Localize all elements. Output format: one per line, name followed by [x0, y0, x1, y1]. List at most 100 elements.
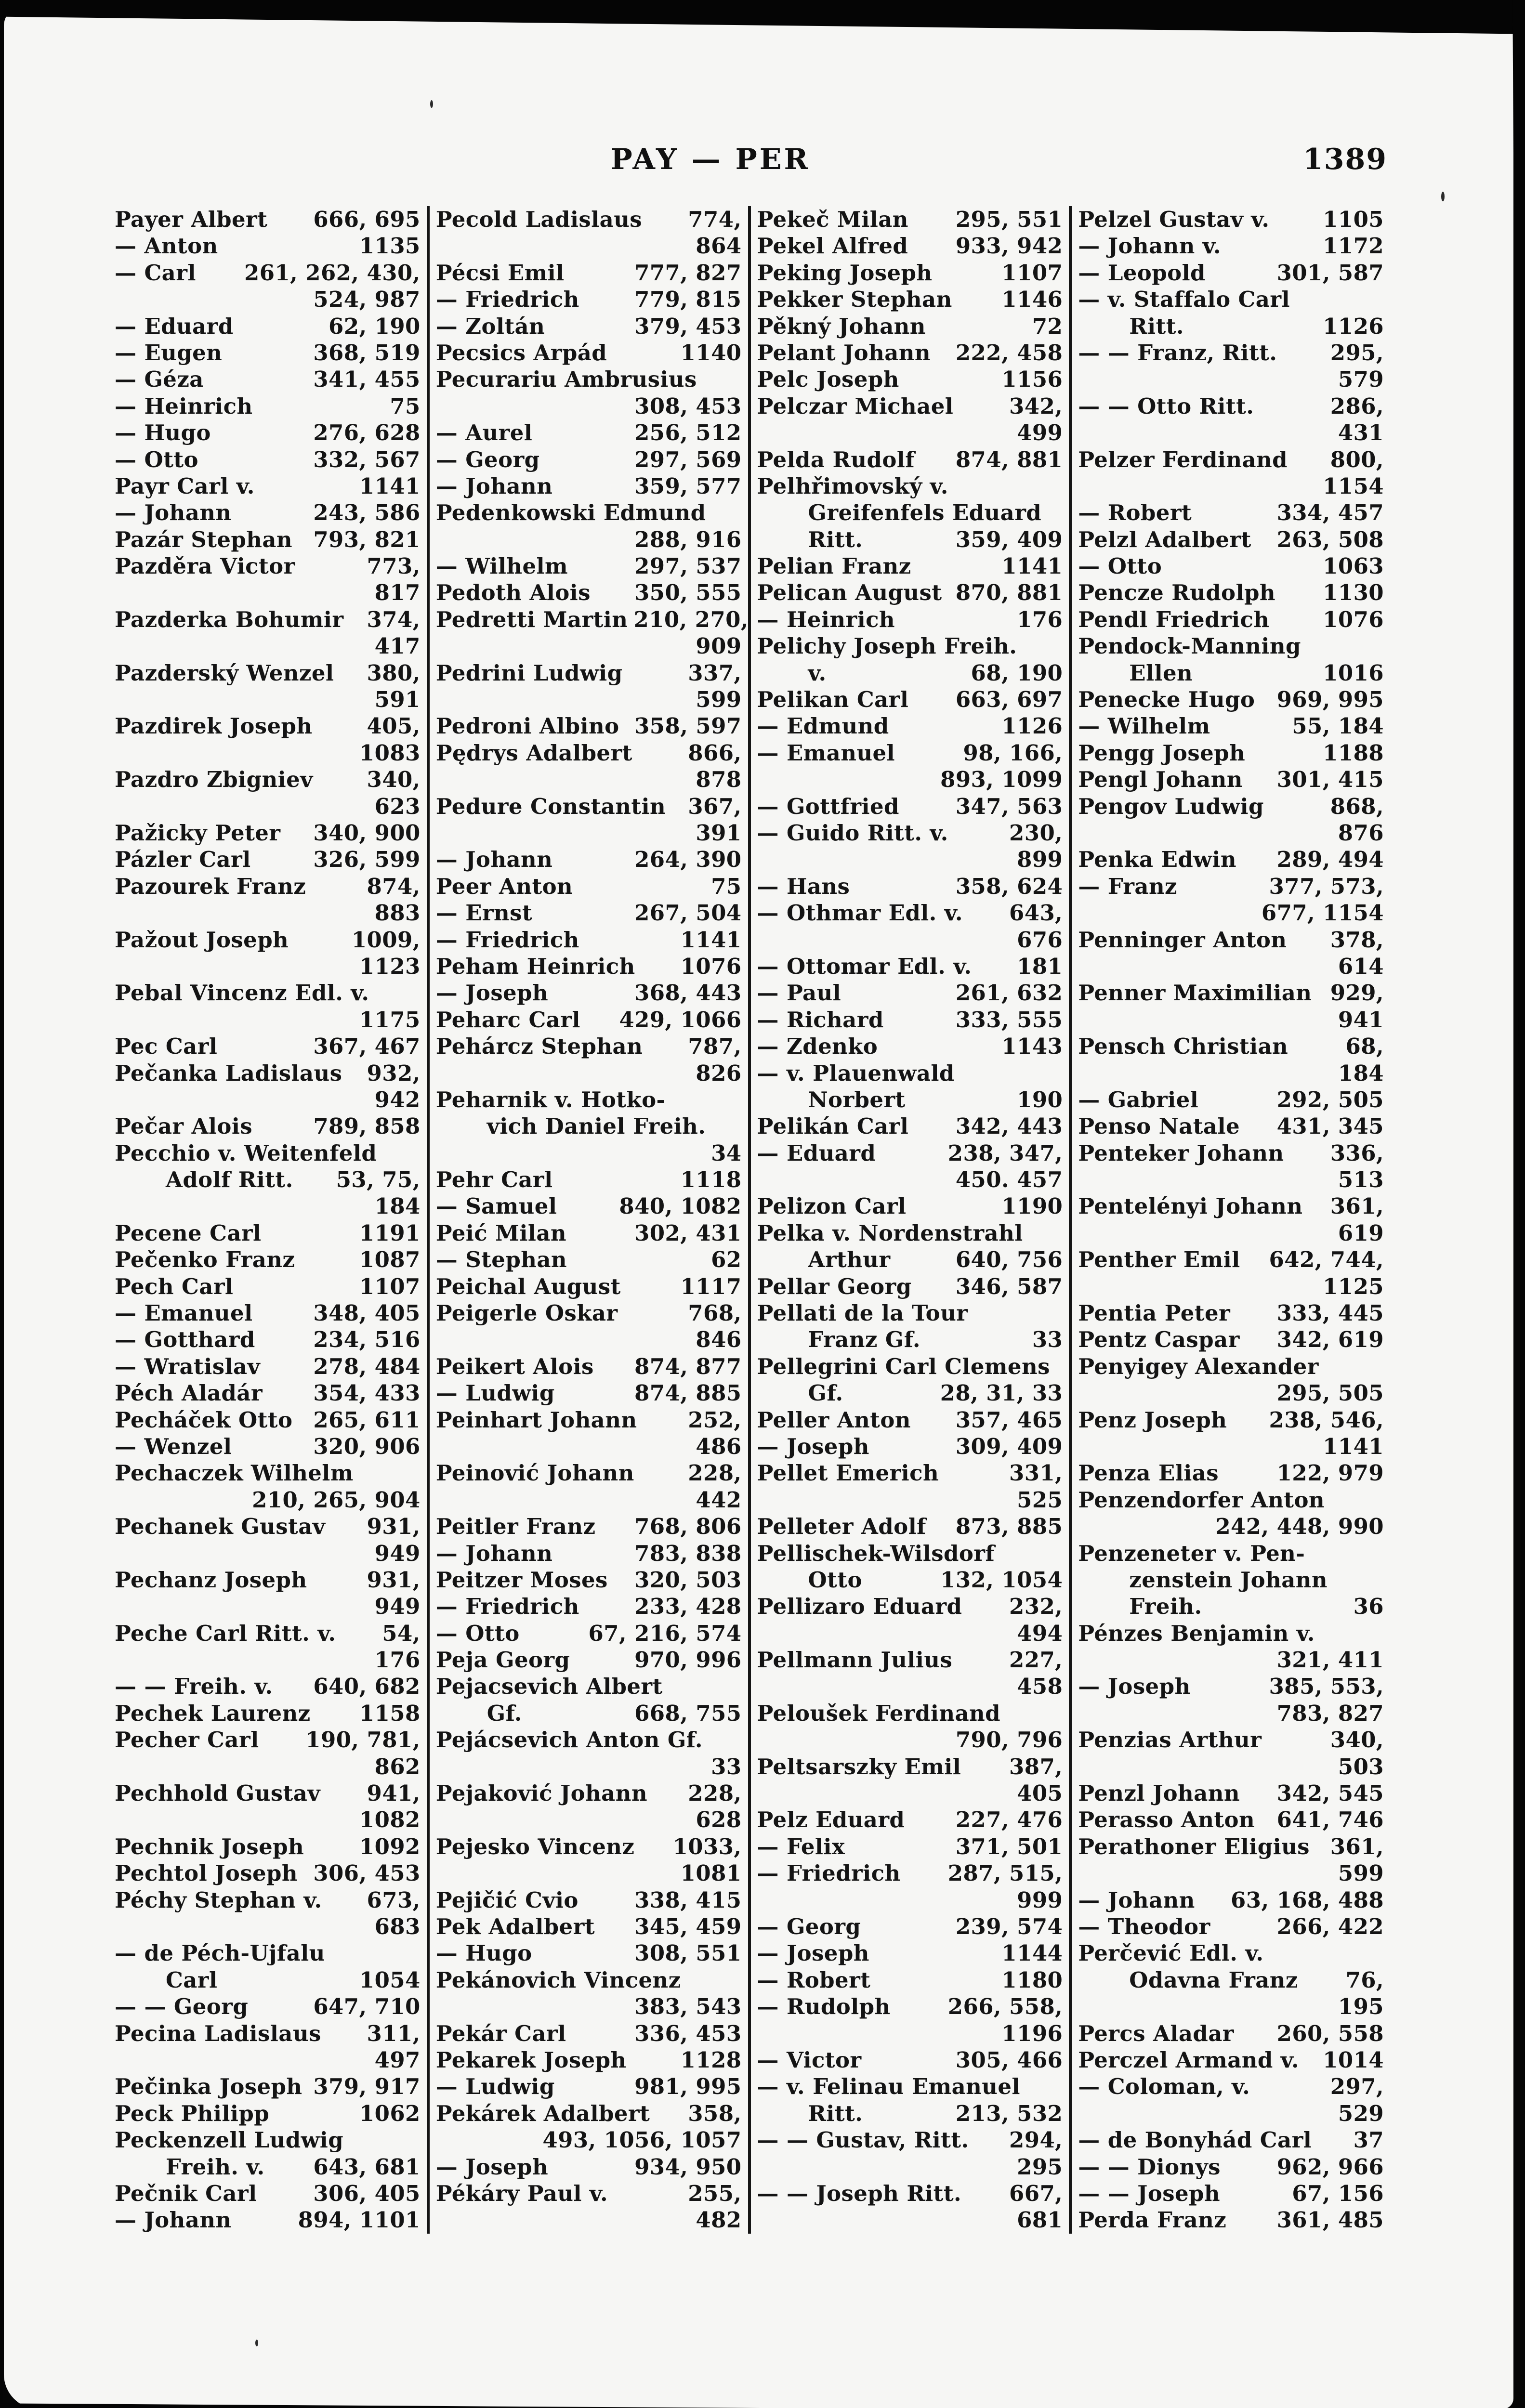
entry-name: — Coloman, v.	[1078, 2074, 1250, 2100]
entry-pages: 1062	[359, 2100, 421, 2126]
index-line: — Joseph 385, 553,	[1078, 1673, 1384, 1700]
entry-name: Adolf Ritt.	[166, 1167, 293, 1193]
index-line: Pengg Joseph 1188	[1078, 740, 1384, 766]
entry-name: Pecurariu Ambrusius	[435, 366, 697, 393]
entry-pages: 1130	[1323, 580, 1384, 606]
entry-pages: 1014	[1323, 2047, 1384, 2073]
entry-pages: 195	[1338, 1994, 1384, 2020]
index-line: Perda Franz 361, 485	[1078, 2207, 1384, 2233]
index-line: Pedure Constantin 367,	[436, 793, 742, 820]
entry-name: Pechnik Joseph	[115, 1833, 304, 1859]
entry-pages: 371, 501	[955, 1833, 1063, 1859]
entry-pages: 334, 457	[1276, 500, 1384, 526]
index-line: — Otto 67, 216, 574	[436, 1620, 742, 1647]
entry-pages: 359, 577	[634, 473, 742, 499]
entry-pages: 442	[696, 1487, 742, 1513]
entry-pages: 643, 681	[313, 2154, 421, 2180]
entry-name: Franz Gf.	[808, 1327, 920, 1353]
index-line: — Friedrich 287, 515,	[757, 1860, 1063, 1886]
entry-pages: 228,	[688, 1780, 742, 1806]
index-line: Pechanz Joseph 931,	[115, 1567, 421, 1593]
entry-name: Pellati de la Tour	[757, 1300, 968, 1326]
index-line: 497	[115, 2047, 421, 2073]
index-line: 899	[757, 846, 1063, 873]
entry-name: — Anton	[115, 233, 218, 259]
index-line: — Wilhelm 297, 537	[436, 553, 742, 579]
entry-name: — Heinrich	[115, 393, 253, 419]
index-line: — Ludwig 981, 995	[436, 2073, 742, 2100]
index-line: 1082	[115, 1806, 421, 1833]
entry-name: Pecold Ladislaus	[435, 207, 643, 232]
entry-pages: 1054	[359, 1967, 421, 1993]
entry-pages: 1081	[680, 1860, 742, 1886]
index-line: — Robert 1180	[757, 1967, 1063, 1993]
entry-pages: 132, 1054	[940, 1567, 1063, 1593]
entry-pages: 278, 484	[313, 1353, 421, 1379]
index-line: — Eduard 62, 190	[115, 313, 421, 340]
index-line: 591	[115, 686, 421, 713]
entry-name: — Eugen	[115, 340, 223, 366]
index-line: — Heinrich 75	[115, 393, 421, 419]
entry-name: Penza Elias	[1078, 1460, 1219, 1486]
index-line: Peichal August 1117	[436, 1273, 742, 1300]
entry-pages: 76,	[1345, 1967, 1384, 1993]
entry-pages: 336,	[1330, 1140, 1384, 1166]
index-line: Pek Adalbert 345, 459	[436, 1913, 742, 1940]
entry-name: — Hans	[757, 873, 850, 899]
entry-pages: 295,	[1330, 340, 1384, 366]
index-line: Pejičić Cvio 338, 415	[436, 1887, 742, 1913]
index-line: Pelc Joseph 1156	[757, 366, 1063, 393]
scan-speck	[430, 100, 433, 108]
entry-pages: 309, 409	[955, 1433, 1063, 1459]
entry-pages: 348, 405	[313, 1300, 421, 1326]
index-line: 503	[1078, 1754, 1384, 1780]
entry-pages: 341, 455	[313, 366, 421, 393]
entry-pages: 790, 796	[955, 1727, 1063, 1753]
index-line: 628	[436, 1806, 742, 1833]
entry-pages: 1076	[1323, 606, 1384, 632]
entry-pages: 941,	[367, 1780, 421, 1806]
index-line: 683	[115, 1913, 421, 1940]
index-line: Perasso Anton 641, 746	[1078, 1806, 1384, 1833]
entry-pages: 266, 558,	[947, 1994, 1063, 2020]
entry-name: Pengg Joseph	[1078, 740, 1246, 766]
entry-name: Penzeneter v. Pen-	[1078, 1540, 1305, 1566]
entry-pages: 276, 628	[313, 420, 421, 446]
entry-name: Penner Maximilian	[1078, 980, 1312, 1006]
entry-name: Pendl Friedrich	[1078, 606, 1270, 632]
entry-pages: 308, 551	[634, 1940, 742, 1966]
entry-pages: 503	[1338, 1754, 1384, 1780]
entry-pages: 773,	[367, 553, 421, 579]
entry-name: Perathoner Eligius	[1078, 1833, 1310, 1859]
index-line: Peikert Alois 874, 877	[436, 1353, 742, 1380]
index-line: Penninger Anton 378,	[1078, 927, 1384, 953]
entry-name: Pec Carl	[115, 1034, 218, 1060]
entry-name: — Friedrich	[435, 1594, 579, 1620]
index-line: — Victor 305, 466	[757, 2047, 1063, 2073]
entry-name: Penzendorfer Anton	[1078, 1487, 1325, 1513]
index-line: — Johann 894, 1101	[115, 2207, 421, 2233]
entry-pages: 387,	[1009, 1754, 1063, 1780]
entry-name: — Ernst	[435, 900, 533, 926]
entry-name: — Stephan	[435, 1247, 567, 1273]
entry-name: — Guido Ritt. v.	[757, 820, 948, 846]
entry-name: — Theodor	[1078, 1914, 1210, 1939]
entry-pages: 292, 505	[1276, 1086, 1384, 1112]
entry-pages: 72	[1032, 313, 1063, 339]
entry-name: Pedrini Ludwig	[435, 660, 623, 686]
entry-pages: 342, 443	[955, 1113, 1063, 1139]
entry-pages: 34	[711, 1140, 742, 1166]
entry-pages: 53, 75,	[336, 1167, 421, 1193]
entry-pages: 779, 815	[634, 287, 742, 313]
entry-name: — Hugo	[115, 420, 211, 446]
index-line: 1196	[757, 2020, 1063, 2047]
index-line: 790, 796	[757, 1727, 1063, 1753]
entry-pages: 305, 466	[955, 2047, 1063, 2073]
index-line: Peking Joseph 1107	[757, 260, 1063, 286]
index-line: Pellischek-Wilsdorf	[757, 1540, 1063, 1567]
entry-pages: 1033,	[672, 1833, 742, 1859]
entry-pages: 677, 1154	[1261, 900, 1384, 926]
entry-pages: 239, 574	[955, 1914, 1063, 1939]
index-line: Freih. 36	[1078, 1593, 1384, 1620]
entry-name: Payer Albert	[115, 207, 268, 232]
